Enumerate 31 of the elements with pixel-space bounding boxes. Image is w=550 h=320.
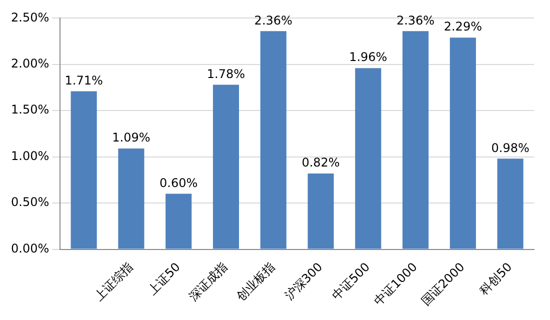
bar (308, 173, 334, 249)
data-label: 2.36% (396, 13, 435, 28)
bar (260, 31, 286, 249)
x-tick-label: 上证50 (145, 260, 183, 298)
y-tick-label: 0.50% (10, 195, 50, 210)
data-label: 0.82% (302, 156, 340, 170)
data-label: 0.98% (491, 140, 530, 155)
x-tick-label: 创业板指 (234, 260, 278, 304)
x-tick-label: 上证综指 (92, 260, 136, 304)
data-label: 1.78% (206, 66, 246, 81)
bar (70, 91, 97, 249)
bar (212, 84, 240, 249)
data-label: 1.09% (112, 130, 150, 145)
bar (402, 31, 429, 249)
data-label: 2.29% (444, 20, 482, 34)
y-tick-label: 0.00% (10, 241, 50, 256)
bar (166, 194, 192, 249)
data-label: 2.36% (254, 13, 292, 28)
data-label: 1.96% (349, 50, 388, 64)
bar (118, 148, 144, 249)
data-label: 1.71% (64, 73, 103, 88)
x-tick-label: 深证成指 (186, 260, 230, 304)
y-tick-label: 1.00% (10, 148, 50, 163)
bar (355, 68, 382, 249)
y-tick-label: 2.50% (10, 10, 50, 24)
data-label: 0.60% (160, 176, 198, 190)
bar (450, 38, 476, 249)
bar (497, 158, 524, 249)
y-tick-label: 2.00% (10, 56, 50, 71)
x-tick-label: 科创50 (476, 260, 515, 298)
y-tick-label: 1.50% (10, 102, 50, 117)
